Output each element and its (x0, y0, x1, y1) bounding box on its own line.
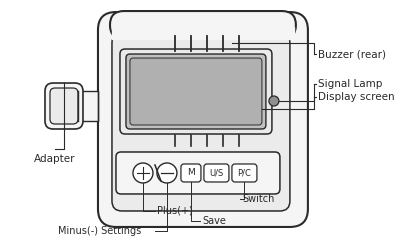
Circle shape (269, 96, 279, 106)
FancyBboxPatch shape (130, 58, 262, 125)
Text: U/S: U/S (209, 169, 223, 178)
FancyBboxPatch shape (112, 33, 290, 211)
Circle shape (133, 163, 153, 183)
FancyBboxPatch shape (232, 164, 257, 182)
Circle shape (157, 163, 177, 183)
FancyBboxPatch shape (181, 164, 201, 182)
FancyBboxPatch shape (110, 11, 296, 39)
Polygon shape (78, 91, 98, 121)
Text: Minus(-) Settings: Minus(-) Settings (58, 226, 141, 236)
Text: Switch: Switch (242, 194, 274, 204)
Text: Save: Save (202, 216, 226, 226)
Text: Signal Lamp: Signal Lamp (318, 79, 382, 89)
Text: P/C: P/C (238, 169, 251, 178)
Text: Plus(+): Plus(+) (157, 206, 193, 216)
Text: Adapter: Adapter (34, 154, 76, 164)
FancyBboxPatch shape (204, 164, 229, 182)
FancyBboxPatch shape (126, 54, 266, 129)
FancyBboxPatch shape (50, 88, 78, 124)
FancyBboxPatch shape (116, 152, 280, 194)
Polygon shape (112, 27, 294, 39)
Text: Buzzer (rear): Buzzer (rear) (318, 49, 386, 59)
Text: M: M (187, 169, 195, 178)
FancyBboxPatch shape (45, 83, 83, 129)
Text: Display screen: Display screen (318, 92, 394, 102)
FancyBboxPatch shape (98, 12, 308, 227)
FancyBboxPatch shape (120, 49, 272, 134)
